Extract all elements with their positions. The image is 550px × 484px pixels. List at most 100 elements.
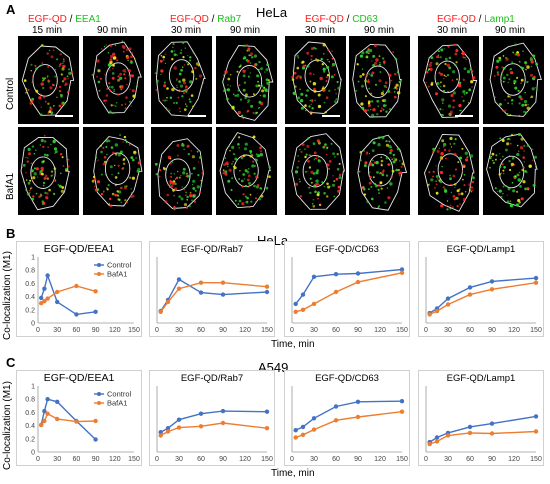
x-tick-label: 30 [444,456,452,463]
chart-b-egf-qd-rab7: EGF-QD/Rab7 0 30 60 90 120 150 [149,241,275,337]
x-tick-label: 0 [424,327,428,334]
data-point [311,274,317,279]
label-slash: / [208,14,218,25]
x-tick-label: 60 [73,456,81,463]
x-tick-label: 120 [109,327,121,334]
label-egf-qd: EGF-QD [170,14,209,25]
time-label: 90 min [364,25,395,36]
data-point [220,408,226,414]
panel-letter-a: A [6,2,16,17]
y-tick-label: 0.2 [25,436,35,443]
legend-label: BafA1 [107,399,127,408]
y-axis-label-b: Co-localization (M1) [2,251,13,340]
chart-b-egf-qd-cd63: EGF-QD/CD63 0 30 60 90 120 150 [284,241,410,337]
x-tick-label: 30 [53,456,61,463]
y-tick-label: 0.8 [25,397,35,404]
chart-b-egf-qd-lamp1: EGF-QD/Lamp1 0 30 60 90 120 150 [418,241,544,337]
legend-label: BafA1 [107,270,127,279]
data-point [74,419,79,424]
data-point [158,433,163,438]
data-point [434,435,440,440]
x-tick-label: 0 [290,327,294,334]
data-point [489,431,495,436]
data-point [311,416,317,421]
x-tick-label: 0 [424,456,428,463]
chart-title: EGF-QD/EEA1 [44,243,115,255]
data-point [264,409,270,414]
y-tick-label: 0.4 [25,294,35,301]
y-tick-label: 0 [31,321,35,328]
y-tick-label: 0 [31,450,35,457]
time-label: 90 min [495,25,526,36]
data-point [399,409,405,414]
label-egf-qd: EGF-QD [28,14,67,25]
x-tick-label: 30 [175,456,183,463]
micrograph-image [483,127,544,215]
data-point [467,285,473,290]
y-tick-label: 1 [31,255,35,262]
data-point [264,284,270,289]
x-tick-label: 0 [155,456,159,463]
data-point [198,424,204,429]
chart-frame [149,370,275,466]
chart-svg: EGF-QD/EEA1 0 30 60 90 120 150 0 0.2 0.4 0.6 0.8 1 Co… [16,241,142,337]
data-point [293,435,298,440]
chart-title: EGF-QD/Lamp1 [447,373,516,384]
micrograph-image [216,36,277,124]
group-title-lamp1: EGF-QD / Lamp1 [437,14,515,25]
data-point [42,299,47,304]
chart-svg: EGF-QD/EEA1 0 30 60 90 120 150 0 0.2 0.4 0.6 0.8 1 Co… [16,370,142,466]
data-point [434,439,440,444]
data-point [45,296,50,301]
data-point [300,307,306,312]
label-marker: CD63 [352,14,378,25]
y-tick-label: 0.6 [25,281,35,288]
label-marker: EEA1 [75,14,101,25]
data-point [74,312,79,317]
x-tick-label: 90 [488,327,496,334]
label-marker: Rab7 [217,14,242,25]
data-point [333,289,339,295]
x-axis-label-b: Time, min [271,339,315,350]
micrograph-image [83,36,144,124]
chart-svg: EGF-QD/CD63 0 30 60 90 120 150 [284,370,410,466]
data-point [311,427,317,432]
x-tick-label: 150 [261,456,273,463]
data-point [39,301,44,306]
data-point [355,279,361,285]
cellline-label-a: HeLa [256,5,288,20]
data-point [220,420,226,426]
legend-marker [97,263,101,267]
chart-b-egf-qd-eea1: EGF-QD/EEA1 0 30 60 90 120 150 0 0.2 0.4 0.6 0.8 1 Co… [16,241,142,337]
group-title-cd63: EGF-QD / CD63 [305,14,378,25]
y-tick-label: 0.2 [25,307,35,314]
chart-c-egf-qd-cd63: EGF-QD/CD63 0 30 60 90 120 150 [284,370,410,466]
label-slash: / [475,14,485,25]
data-point [300,424,306,430]
data-point [45,411,50,416]
x-tick-label: 150 [530,327,542,334]
chart-frame [149,241,275,337]
legend-label: Control [107,390,132,399]
data-point [489,279,495,284]
time-label: 90 min [230,25,261,36]
x-tick-label: 120 [508,456,520,463]
data-point [165,429,171,434]
data-point [427,441,432,447]
data-point [467,430,473,436]
chart-title: EGF-QD/Lamp1 [447,244,516,255]
label-egf-qd: EGF-QD [437,14,476,25]
data-point [93,289,98,294]
label-slash: / [343,14,353,25]
series-line-control [40,398,97,441]
data-point [445,302,451,307]
data-point [165,426,171,431]
y-tick-label: 0.4 [25,423,35,430]
data-point [198,411,204,416]
data-point [158,430,163,435]
data-point [333,404,339,409]
data-point [176,277,182,282]
chart-c-egf-qd-rab7: EGF-QD/Rab7 0 30 60 90 120 150 [149,370,275,466]
data-point [533,414,539,419]
group-title-rab7: EGF-QD / Rab7 [170,14,241,25]
